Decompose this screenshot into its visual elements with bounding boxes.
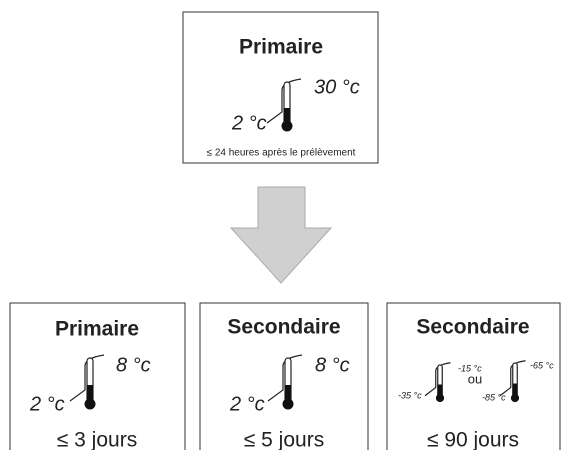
connector: ou [468,371,482,386]
temp-high: -65 °c [530,360,554,370]
top-low: 2 °c [231,112,267,134]
temp-high: 8 °c [315,354,350,376]
duration: ≤ 90 jours [427,429,519,450]
top-caption: ≤ 24 heures après le prélèvement [207,148,356,159]
thermometer-fill [512,383,518,398]
temp-low: 2 °c [29,393,65,415]
arrow [229,186,333,284]
thermometer-bulb [435,393,445,403]
box-title: Primaire [55,318,139,341]
thermometer-fill [285,385,291,404]
box-3 [386,302,561,450]
top-box [182,11,379,164]
temp-high: 8 °c [116,354,151,376]
box-1 [9,302,186,450]
thermometer-fill [284,108,290,126]
thermometer-fill [87,385,93,404]
thermometer-bulb [282,398,294,410]
box-title: Secondaire [416,316,529,339]
temp-high: -15 °c [458,363,482,373]
temp-low: 2 °c [229,393,265,415]
top-high: 30 °c [314,76,360,98]
duration: ≤ 5 jours [244,429,324,450]
thermometer-bulb [510,393,520,403]
thermometer-bulb [84,398,96,410]
thermometer-bulb [281,120,293,132]
temp-low: -35 °c [398,390,422,400]
duration: ≤ 3 jours [57,429,137,450]
thermometer-fill [437,384,443,398]
top-title: Primaire [239,36,323,59]
temp-low: -85 °c [482,392,506,402]
box-title: Secondaire [227,316,340,339]
box-2 [199,302,369,450]
